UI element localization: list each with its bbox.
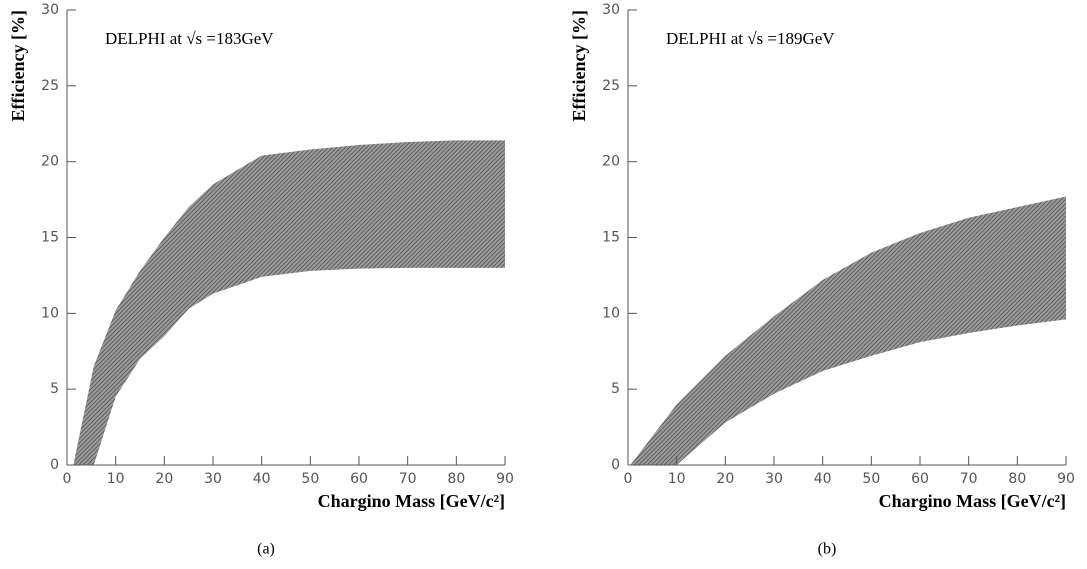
x-tick-label: 50 (301, 471, 319, 487)
x-tick-label: 0 (63, 471, 72, 487)
y-tick-label: 25 (41, 78, 59, 94)
y-axis-label: Efficiency [%] (8, 10, 28, 121)
caption: (b) (818, 541, 837, 558)
x-tick-label: 40 (253, 471, 271, 487)
x-tick-label: 80 (447, 471, 465, 487)
caption: (a) (257, 541, 275, 558)
x-tick-label: 70 (960, 471, 978, 487)
y-tick-label: 25 (602, 78, 620, 94)
x-axis-label: Chargino Mass [GeV/c²] (879, 491, 1066, 511)
y-tick-label: 30 (41, 2, 59, 18)
y-tick-label: 15 (602, 230, 620, 246)
efficiency-band (73, 140, 506, 465)
x-tick-label: 70 (399, 471, 417, 487)
y-tick-label: 5 (50, 381, 59, 397)
y-tick-label: 15 (41, 230, 59, 246)
x-tick-label: 30 (204, 471, 222, 487)
y-tick-label: 20 (602, 154, 620, 170)
y-tick-label: 10 (41, 305, 59, 321)
y-tick-label: 0 (611, 457, 620, 473)
y-tick-label: 30 (602, 2, 620, 18)
y-tick-label: 0 (50, 457, 59, 473)
x-tick-label: 40 (814, 471, 832, 487)
y-tick-label: 10 (602, 305, 620, 321)
x-tick-label: 50 (862, 471, 880, 487)
x-tick-label: 10 (668, 471, 686, 487)
x-tick-label: 90 (1057, 471, 1075, 487)
efficiency-band (630, 196, 1066, 466)
y-axis-label: Efficiency [%] (569, 10, 589, 121)
x-tick-label: 60 (911, 471, 929, 487)
x-axis-label: Chargino Mass [GeV/c²] (318, 491, 505, 511)
x-tick-label: 30 (765, 471, 783, 487)
x-tick-label: 90 (496, 471, 514, 487)
x-tick-label: 10 (107, 471, 125, 487)
y-tick-label: 5 (611, 381, 620, 397)
x-tick-label: 80 (1008, 471, 1026, 487)
x-tick-label: 20 (716, 471, 734, 487)
x-tick-label: 20 (155, 471, 173, 487)
x-tick-label: 60 (350, 471, 368, 487)
y-tick-label: 20 (41, 154, 59, 170)
x-tick-label: 0 (624, 471, 633, 487)
annotation: DELPHI at √s =183GeV (105, 29, 274, 48)
annotation: DELPHI at √s =189GeV (666, 29, 835, 48)
